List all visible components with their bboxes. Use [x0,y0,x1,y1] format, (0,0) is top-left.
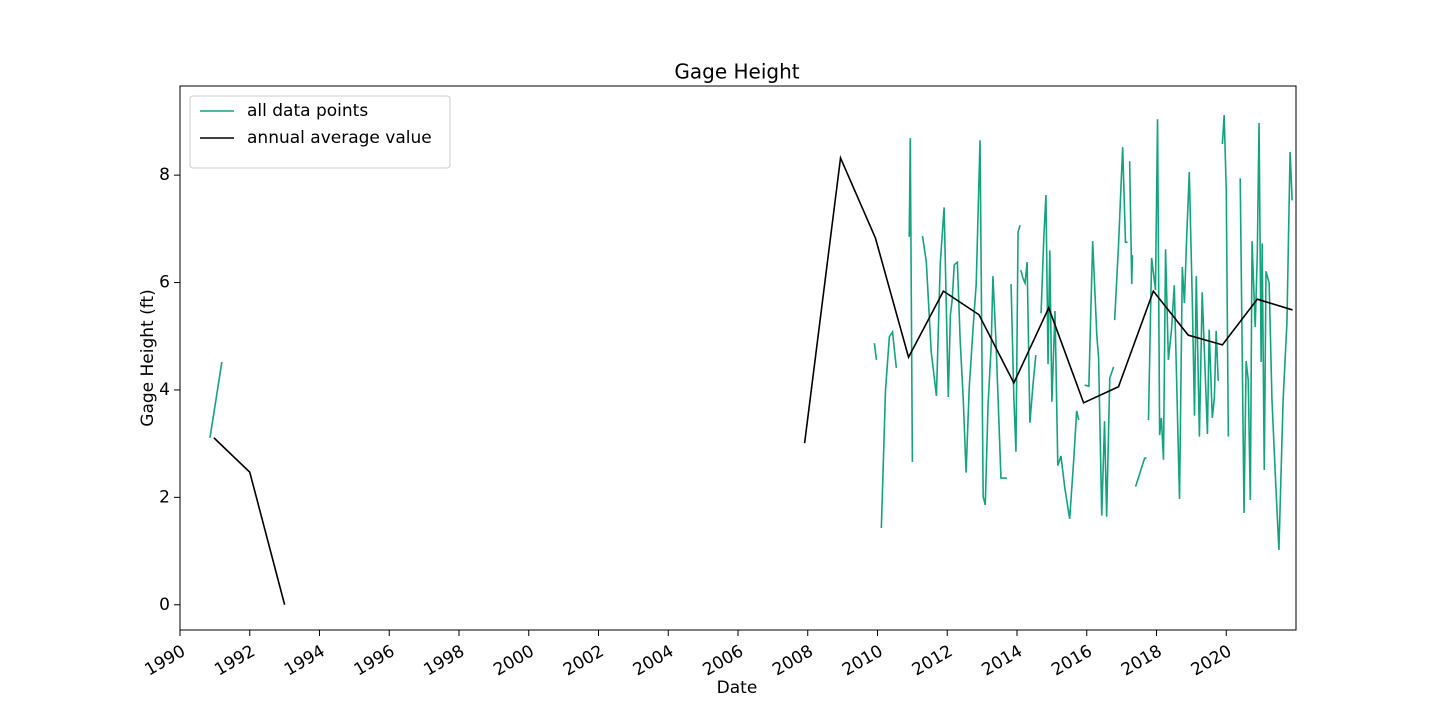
x-tick-label: 2020 [1188,641,1235,680]
y-axis-label: Gage Height (ft) [138,289,158,426]
x-tick-label: 1998 [421,641,468,680]
x-tick-label: 2006 [700,641,747,680]
x-axis-label: Date [717,678,758,698]
x-tick-label: 2016 [1048,641,1095,680]
y-tick-label: 4 [159,380,170,400]
y-tick-label: 0 [159,595,170,615]
x-tick-label: 1990 [142,641,189,680]
chart-title: Gage Height [674,60,799,84]
y-tick-label: 8 [159,165,170,185]
x-tick-label: 2010 [839,641,886,680]
y-tick-label: 2 [159,487,170,507]
x-tick-label: 2012 [909,641,956,680]
x-tick-label: 1994 [281,641,328,680]
legend-label: all data points [247,101,368,121]
series-line [213,154,1293,605]
plot-lines [209,114,1293,605]
x-tick-label: 2000 [490,641,537,680]
x-tick-label: 1992 [211,641,258,680]
series-line [209,114,1293,551]
legend-label: annual average value [247,128,432,148]
x-tick-label: 2004 [630,641,677,680]
x-tick-label: 2002 [560,641,607,680]
x-tick-label: 2014 [979,641,1026,680]
x-tick-label: 2008 [769,641,816,680]
legend-box [189,95,451,169]
y-tick-label: 6 [159,273,170,293]
x-tick-label: 1996 [351,641,398,680]
x-tick-label: 2018 [1118,641,1165,680]
